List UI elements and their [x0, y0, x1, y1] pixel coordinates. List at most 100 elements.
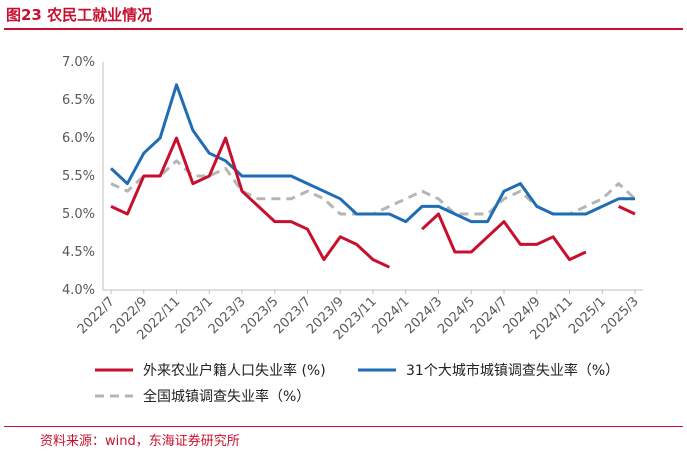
data-point-city31: [127, 183, 128, 184]
legend-label-national: 全国城镇调查失业率（%）: [143, 388, 310, 405]
data-point-city31: [242, 176, 243, 177]
data-point-migrant: [160, 176, 161, 177]
data-point-city31: [635, 198, 636, 199]
data-point-city31: [160, 138, 161, 139]
data-point-migrant: [422, 229, 423, 230]
data-point-migrant: [487, 236, 488, 237]
data-point-migrant: [389, 267, 390, 268]
data-point-migrant: [618, 206, 619, 207]
data-point-city31: [454, 214, 455, 215]
data-point-national: [307, 191, 308, 192]
title-rule: [4, 28, 683, 30]
data-point-city31: [422, 206, 423, 207]
data-point-national: [323, 198, 324, 199]
data-point-migrant: [323, 259, 324, 260]
series-layer: [109, 83, 637, 269]
data-point-city31: [373, 214, 374, 215]
data-point-national: [225, 168, 226, 169]
data-point-city31: [340, 198, 341, 199]
data-point-city31: [438, 206, 439, 207]
data-point-city31: [471, 221, 472, 222]
data-point-national: [274, 198, 275, 199]
data-point-migrant: [209, 176, 210, 177]
legend-label-migrant: 外来农业户籍人口失业率 (%): [143, 362, 326, 379]
y-axis: 4.0% 4.5% 5.0% 5.5% 6.0% 6.5% 7.0%: [62, 55, 104, 298]
figure-title: 图23 农民工就业情况: [6, 6, 153, 24]
data-point-migrant: [127, 214, 128, 215]
data-point-migrant: [520, 244, 521, 245]
data-point-city31: [176, 84, 177, 85]
data-point-city31: [225, 160, 226, 161]
data-point-national: [192, 176, 193, 177]
data-point-migrant: [454, 252, 455, 253]
data-point-city31: [536, 206, 537, 207]
y-tick-label: 6.5%: [62, 93, 95, 108]
x-tick-label: 2025/3: [599, 294, 642, 337]
data-point-migrant: [553, 236, 554, 237]
data-point-national: [291, 198, 292, 199]
data-point-national: [438, 198, 439, 199]
data-point-city31: [143, 153, 144, 154]
data-point-national: [405, 198, 406, 199]
data-point-national: [389, 206, 390, 207]
data-point-national: [504, 198, 505, 199]
data-point-migrant: [471, 252, 472, 253]
data-point-national: [487, 214, 488, 215]
data-point-migrant: [143, 176, 144, 177]
series-line-city31: [109, 83, 635, 224]
data-point-migrant: [258, 206, 259, 207]
data-point-migrant: [176, 138, 177, 139]
data-point-city31: [192, 130, 193, 131]
data-point-national: [520, 191, 521, 192]
data-point-city31: [504, 191, 505, 192]
data-point-migrant: [438, 214, 439, 215]
data-point-national: [340, 214, 341, 215]
data-point-migrant: [585, 252, 586, 253]
data-point-migrant: [373, 259, 374, 260]
series-line-national: [110, 159, 637, 216]
source-note: 资料来源：wind，东海证券研究所: [40, 434, 240, 449]
data-point-city31: [356, 214, 357, 215]
data-point-migrant: [536, 244, 537, 245]
data-point-city31: [307, 183, 308, 184]
y-tick-label: 4.0%: [62, 283, 95, 298]
data-point-city31: [389, 214, 390, 215]
data-point-city31: [553, 214, 554, 215]
data-point-national: [618, 183, 619, 184]
data-point-national: [602, 198, 603, 199]
data-point-migrant: [225, 138, 226, 139]
data-point-city31: [602, 206, 603, 207]
y-tick-label: 6.0%: [62, 131, 95, 146]
x-axis: 2022/72022/92022/112023/12023/32023/5202…: [75, 289, 643, 343]
data-point-migrant: [340, 236, 341, 237]
data-point-migrant: [274, 221, 275, 222]
data-point-national: [127, 191, 128, 192]
data-point-migrant: [242, 191, 243, 192]
data-point-migrant: [111, 206, 112, 207]
data-point-national: [471, 214, 472, 215]
data-point-national: [111, 183, 112, 184]
data-point-city31: [487, 221, 488, 222]
data-point-city31: [291, 176, 292, 177]
y-tick-label: 5.5%: [62, 169, 95, 184]
legend: 外来农业户籍人口失业率 (%) 31个大城市城镇调查失业率（%） 全国城镇调查失业率…: [95, 362, 619, 405]
data-point-national: [422, 191, 423, 192]
data-point-national: [585, 206, 586, 207]
y-tick-label: 5.0%: [62, 207, 95, 222]
data-point-national: [176, 160, 177, 161]
data-point-migrant: [504, 221, 505, 222]
data-point-migrant: [291, 221, 292, 222]
series-line-migrant: [110, 136, 636, 269]
y-tick-label: 7.0%: [62, 55, 95, 70]
data-point-city31: [405, 221, 406, 222]
data-point-city31: [585, 214, 586, 215]
y-tick-label: 4.5%: [62, 245, 95, 260]
data-point-city31: [569, 214, 570, 215]
data-point-city31: [520, 183, 521, 184]
legend-label-city31: 31个大城市城镇调查失业率（%）: [406, 362, 619, 379]
source-rule: [4, 426, 683, 427]
data-point-city31: [111, 168, 112, 169]
data-point-city31: [618, 198, 619, 199]
data-point-city31: [209, 153, 210, 154]
